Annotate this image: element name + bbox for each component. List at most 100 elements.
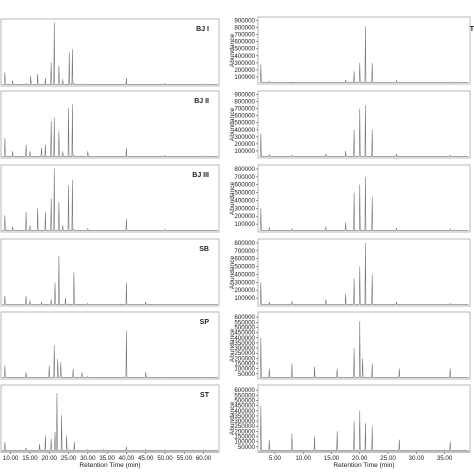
y-tick-label: 150000	[234, 361, 255, 368]
y-tick-label: 450000	[234, 403, 255, 410]
y-tick-label: 200000	[234, 355, 255, 362]
y-axis-title: Abundance	[229, 255, 236, 289]
y-tick-label: 600000	[234, 387, 255, 394]
panel-frame	[0, 311, 220, 380]
y-axis-title: Abundance	[229, 107, 236, 141]
chromatogram-trace	[2, 330, 218, 378]
y-tick-label: 400000	[234, 53, 255, 60]
x-tick-label: 55.00	[177, 455, 193, 462]
y-tick-label: 700000	[234, 174, 255, 181]
y-axis-title: Abundance	[229, 328, 236, 362]
y-tick-label: 600000	[234, 314, 255, 321]
y-tick-label: 100000	[234, 74, 255, 81]
right-panel: 5000010000015000020000025000030000035000…	[229, 384, 471, 453]
left-panel: SB	[0, 238, 220, 307]
y-tick-label: 600000	[234, 256, 255, 263]
panel-label: SB	[199, 246, 209, 253]
chromatogram-trace	[259, 105, 469, 157]
x-tick-label: 10.00	[3, 455, 19, 462]
y-tick-label: 200000	[234, 213, 255, 220]
y-tick-label: 700000	[234, 32, 255, 39]
panel-frame	[257, 164, 471, 233]
x-tick-label: 60.00	[196, 455, 212, 462]
x-axis-title: Retention Time (min)	[333, 462, 394, 469]
y-tick-label: 800000	[234, 99, 255, 106]
x-tick-label: 35.00	[99, 455, 115, 462]
x-tick-label: 10.00	[295, 455, 311, 462]
y-tick-label: 500000	[234, 264, 255, 271]
right-column: 1000002000003000004000005000006000007000…	[229, 16, 474, 469]
panel-label: T	[470, 26, 474, 33]
panel-frame	[257, 311, 471, 380]
y-axis-title: Abundance	[229, 401, 236, 435]
panel-frame	[0, 238, 220, 307]
y-tick-label: 400000	[234, 408, 255, 415]
y-tick-label: 600000	[234, 182, 255, 189]
y-tick-label: 150000	[234, 434, 255, 441]
y-tick-label: 50000	[238, 444, 256, 451]
y-tick-label: 100000	[234, 439, 255, 446]
panel-frame	[257, 384, 471, 453]
panel-frame	[0, 90, 220, 159]
x-tick-label: 5.00	[269, 455, 282, 462]
y-tick-label: 100000	[234, 295, 255, 302]
chromatogram-trace	[2, 104, 218, 157]
y-tick-label: 300000	[234, 134, 255, 141]
y-tick-label: 800000	[234, 166, 255, 173]
x-tick-label: 20.00	[352, 455, 368, 462]
y-tick-label: 600000	[234, 39, 255, 46]
right-panel: 5000010000015000020000025000030000035000…	[229, 311, 471, 380]
x-tick-label: 50.00	[157, 455, 173, 462]
y-tick-label: 550000	[234, 319, 255, 326]
y-tick-label: 900000	[234, 18, 255, 25]
chromatogram-trace	[259, 405, 469, 451]
y-tick-label: 100000	[234, 221, 255, 228]
x-tick-label: 15.00	[22, 455, 38, 462]
left-panel: BJ II	[0, 90, 220, 159]
y-tick-label: 550000	[234, 392, 255, 399]
panel-frame	[257, 238, 471, 307]
y-tick-label: 200000	[234, 67, 255, 74]
y-tick-label: 400000	[234, 271, 255, 278]
panel-label: ST	[200, 392, 210, 399]
y-tick-label: 700000	[234, 106, 255, 113]
panel-label: BJ III	[192, 172, 209, 179]
left-panel: BJ III	[0, 164, 220, 233]
y-tick-label: 400000	[234, 127, 255, 134]
y-tick-label: 400000	[234, 335, 255, 342]
y-tick-label: 500000	[234, 120, 255, 127]
y-tick-label: 450000	[234, 330, 255, 337]
y-tick-label: 300000	[234, 279, 255, 286]
right-panel: 1000002000003000004000005000006000007000…	[229, 164, 471, 233]
panel-label: BJ II	[194, 98, 209, 105]
chromatogram-trace	[259, 26, 469, 84]
y-tick-label: 900000	[234, 92, 255, 99]
x-tick-label: 15.00	[324, 455, 340, 462]
y-tick-label: 350000	[234, 413, 255, 420]
y-tick-label: 100000	[234, 148, 255, 155]
panel-frame	[0, 18, 220, 87]
chromatogram-trace	[2, 393, 218, 451]
y-axis-title: Abundance	[229, 33, 236, 67]
y-tick-label: 200000	[234, 428, 255, 435]
right-panel: 1000002000003000004000005000006000007000…	[229, 16, 474, 85]
y-tick-label: 800000	[234, 25, 255, 32]
left-panel: ST	[0, 384, 220, 453]
y-tick-label: 300000	[234, 345, 255, 352]
x-tick-label: 20.00	[41, 455, 57, 462]
y-tick-label: 300000	[234, 205, 255, 212]
x-tick-label: 45.00	[138, 455, 154, 462]
chromatogram-trace	[2, 168, 218, 231]
x-tick-label: 25.00	[61, 455, 77, 462]
panel-frame	[0, 384, 220, 453]
x-tick-label: 30.00	[409, 455, 425, 462]
x-tick-label: 35.00	[437, 455, 453, 462]
left-panel: BJ I	[0, 18, 220, 87]
x-tick-label: 25.00	[380, 455, 396, 462]
y-tick-label: 300000	[234, 60, 255, 67]
y-tick-label: 50000	[238, 371, 256, 378]
y-tick-label: 500000	[234, 190, 255, 197]
y-tick-label: 350000	[234, 340, 255, 347]
chromatogram-trace	[2, 22, 218, 85]
panel-label: SP	[200, 319, 210, 326]
